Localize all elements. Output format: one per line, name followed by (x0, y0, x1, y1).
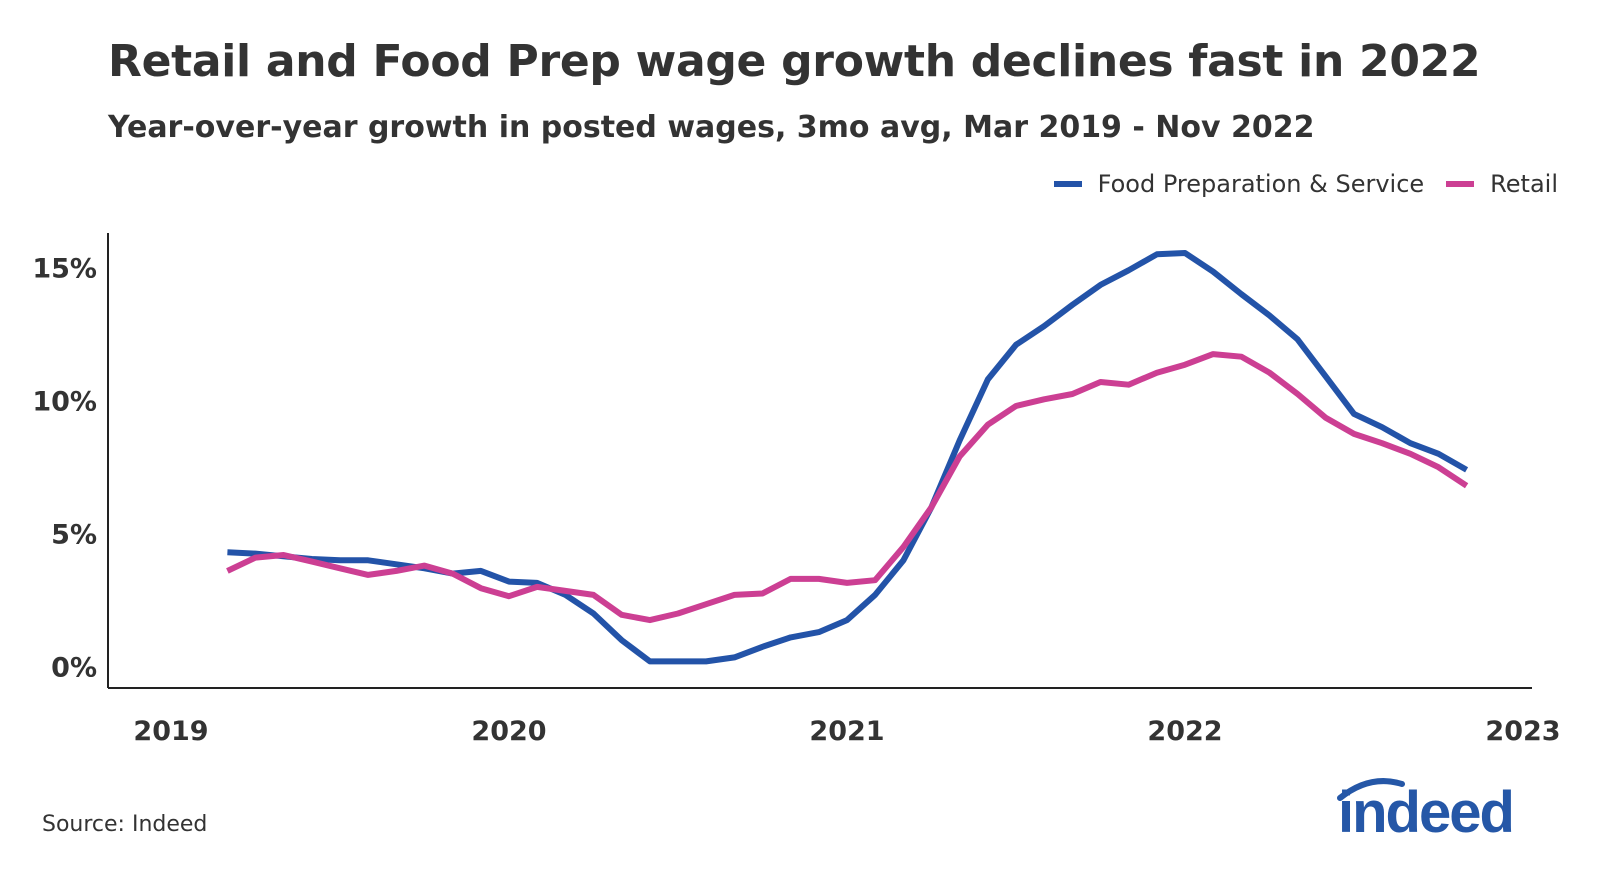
series-line-retail (226, 351, 1469, 624)
chart-subtitle: Year-over-year growth in posted wages, 3… (108, 110, 1315, 145)
legend-item-retail: Retail (1446, 170, 1558, 198)
x-tick-label: 2023 (1485, 716, 1560, 747)
x-tick-label: 2019 (133, 716, 208, 747)
y-tick-label: 10% (32, 387, 97, 418)
x-tick-label: 2020 (471, 716, 546, 747)
legend-item-food: Food Preparation & Service (1053, 170, 1425, 198)
chart-title: Retail and Food Prep wage growth decline… (108, 36, 1481, 87)
legend-label-retail: Retail (1490, 170, 1558, 198)
chart-series (226, 250, 1469, 665)
y-axis-ticks: 0% 5% 10% 15% (32, 254, 97, 684)
legend-swatch-food (1053, 181, 1082, 187)
x-tick-label: 2021 (809, 716, 884, 747)
legend-swatch-retail (1446, 181, 1475, 187)
legend-label-food: Food Preparation & Service (1097, 170, 1425, 198)
x-axis-ticks: 2019 2020 2021 2022 2023 (133, 716, 1560, 747)
logo-swoosh (1337, 778, 1405, 801)
chart-legend: Food Preparation & Service Retail (1032, 170, 1558, 198)
y-tick-label: 0% (51, 653, 97, 684)
logo-wordmark: indeed (1338, 780, 1513, 845)
x-tick-label: 2022 (1147, 716, 1222, 747)
series-line-food-preparation (227, 250, 1469, 665)
source-note: Source: Indeed (42, 812, 208, 837)
y-tick-label: 5% (51, 520, 97, 551)
y-tick-label: 15% (32, 254, 97, 285)
indeed-logo: indeed (1337, 778, 1515, 845)
